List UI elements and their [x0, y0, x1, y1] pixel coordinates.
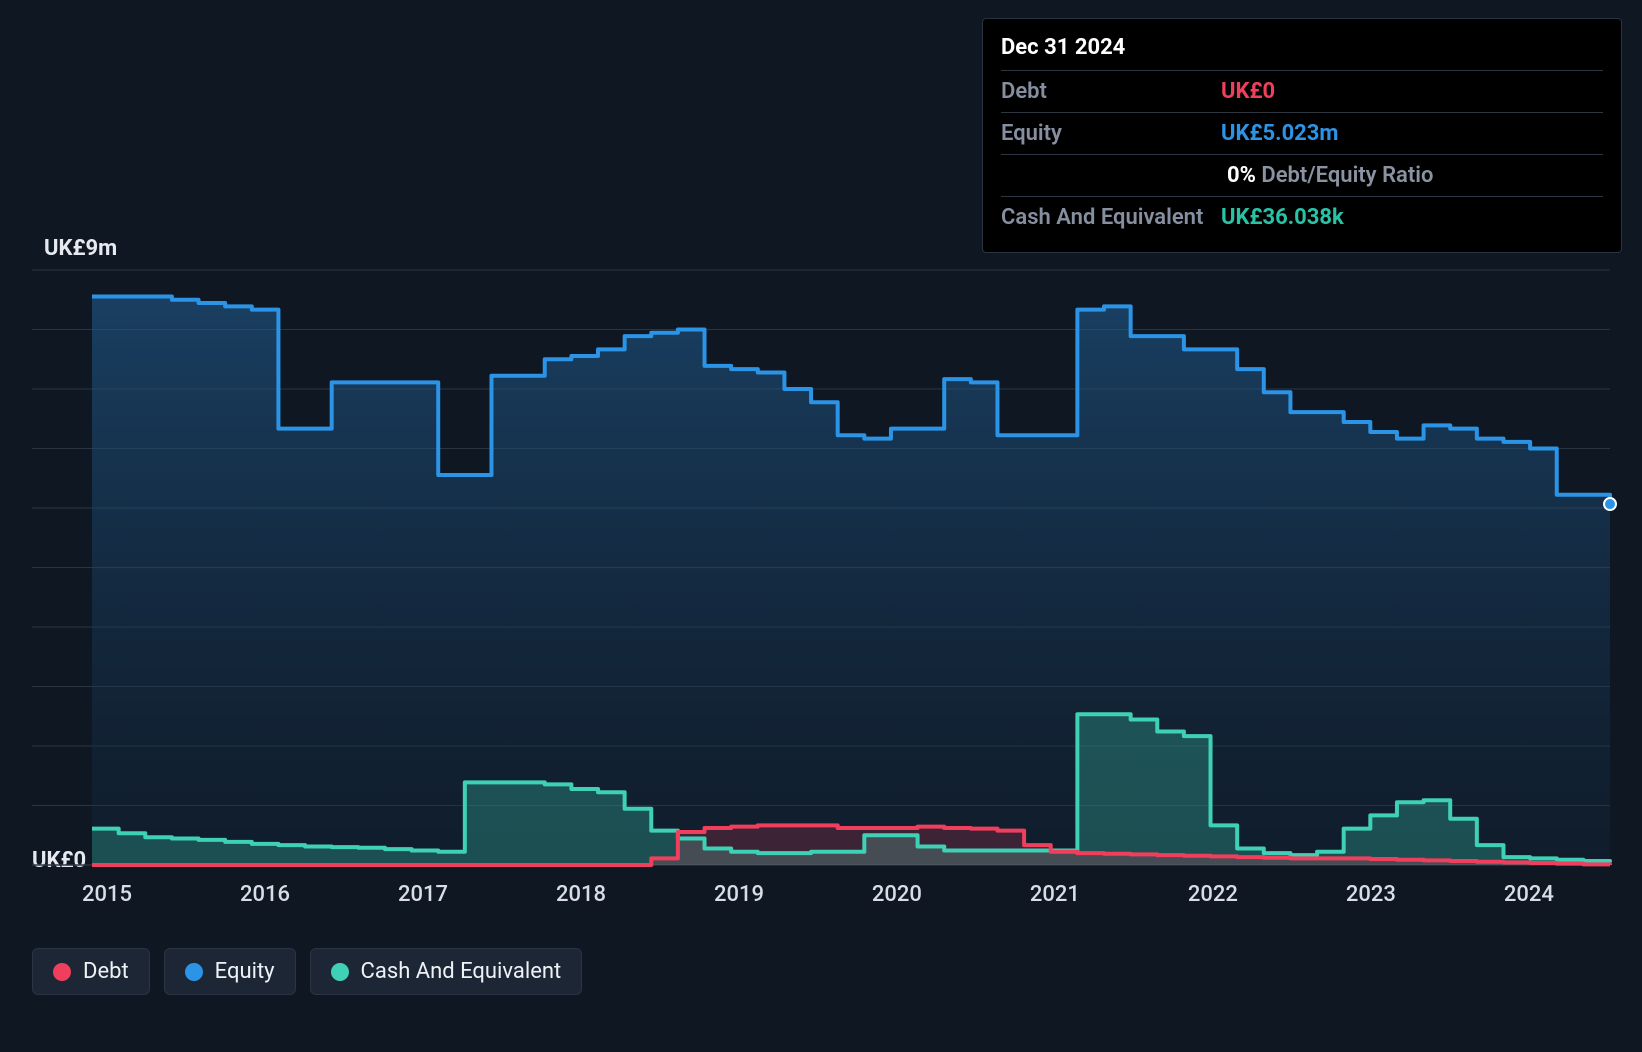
legend: Debt Equity Cash And Equivalent	[32, 948, 582, 995]
financial-chart: Dec 31 2024 Debt UK£0 Equity UK£5.023m 0…	[0, 0, 1642, 1052]
legend-item-equity[interactable]: Equity	[164, 948, 296, 995]
legend-swatch-debt	[53, 963, 71, 981]
chart-svg[interactable]	[0, 0, 1642, 1052]
legend-swatch-equity	[185, 963, 203, 981]
legend-swatch-cash	[331, 963, 349, 981]
legend-label-cash: Cash And Equivalent	[361, 959, 562, 984]
legend-item-debt[interactable]: Debt	[32, 948, 150, 995]
legend-label-debt: Debt	[83, 959, 129, 984]
legend-label-equity: Equity	[215, 959, 275, 984]
legend-item-cash[interactable]: Cash And Equivalent	[310, 948, 583, 995]
